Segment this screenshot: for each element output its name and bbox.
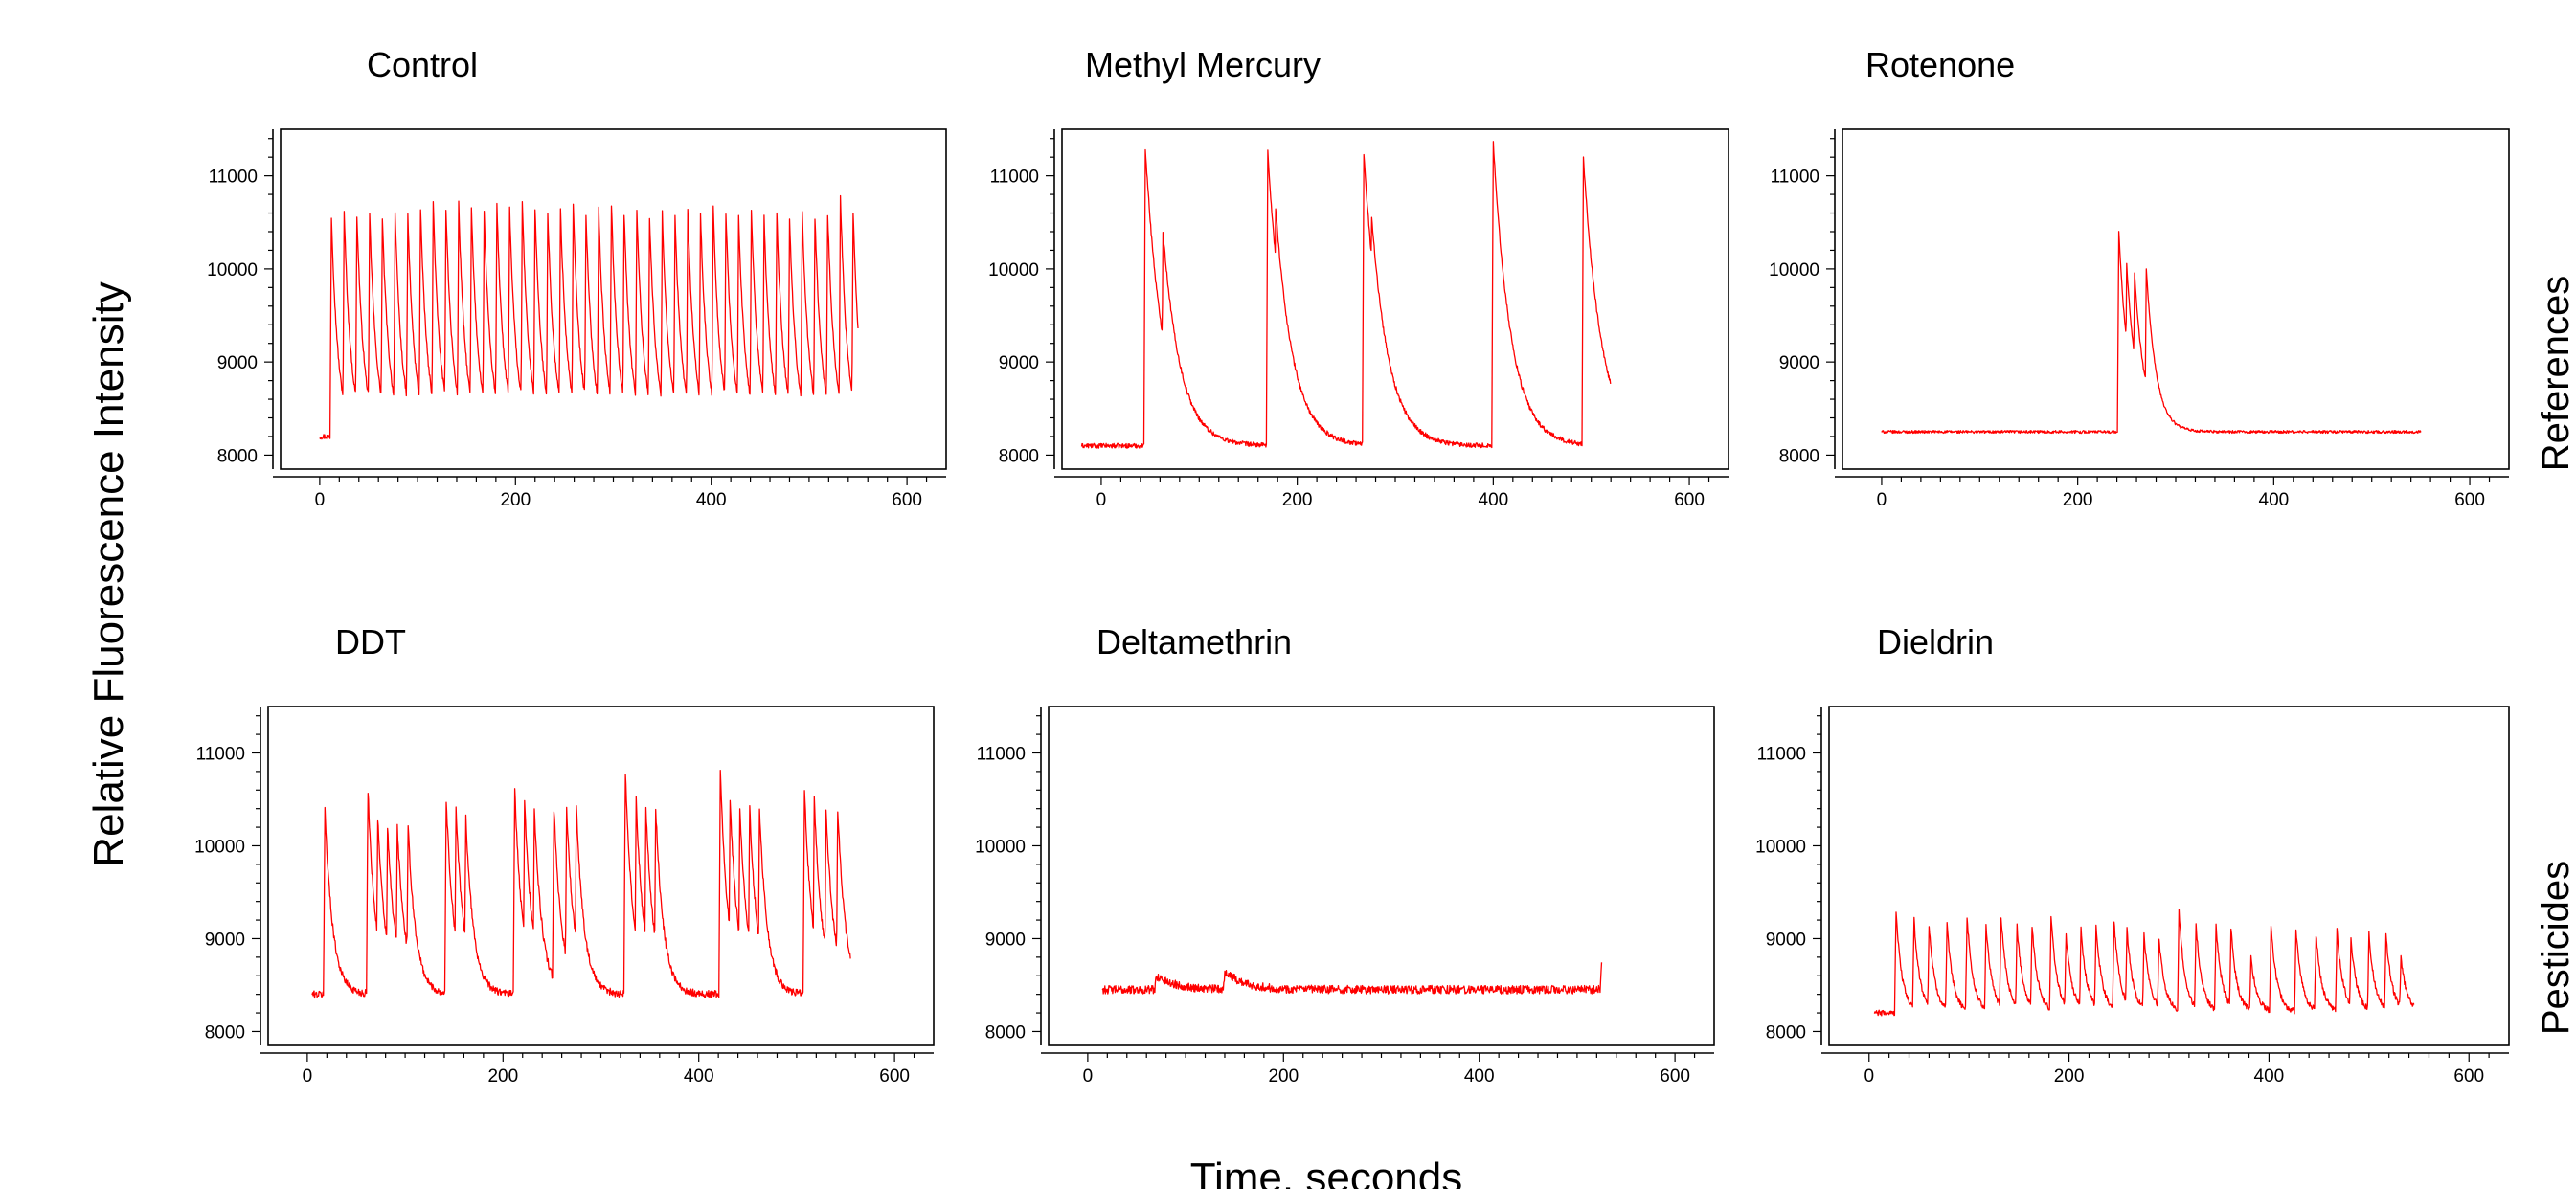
x-tick-label: 400 bbox=[1464, 1066, 1495, 1087]
y-axis-label: Relative Fluorescence Intensity bbox=[85, 281, 132, 866]
x-tick-label: 600 bbox=[1660, 1066, 1690, 1087]
y-tick-label: 9000 bbox=[1779, 353, 1819, 373]
y-tick-label: 11000 bbox=[977, 744, 1026, 764]
x-tick-label: 400 bbox=[684, 1066, 714, 1087]
y-tick-label: 10000 bbox=[988, 260, 1039, 280]
panel-title: Dieldrin bbox=[1877, 622, 1994, 662]
y-tick-label: 8000 bbox=[1766, 1022, 1806, 1043]
plot-frame bbox=[1828, 706, 2510, 1046]
plot-frame bbox=[1061, 128, 1729, 470]
chart-panel-deltamethrin: Deltamethrin 0 200 400 600 8000 9000 10000 11000 bbox=[975, 622, 1715, 1087]
series-line bbox=[1101, 962, 1603, 995]
panel-title: Deltamethrin bbox=[1096, 622, 1292, 662]
y-tick-label: 8000 bbox=[985, 1022, 1026, 1043]
x-tick-label: 400 bbox=[2254, 1066, 2285, 1087]
y-tick-label: 11000 bbox=[990, 168, 1039, 188]
plot-frame bbox=[1048, 706, 1715, 1046]
x-tick-label: 400 bbox=[1479, 490, 1509, 510]
y-tick-label: 9000 bbox=[205, 930, 245, 950]
y-tick-label: 11000 bbox=[1757, 744, 1806, 764]
y-tick-label: 9000 bbox=[985, 930, 1026, 950]
series-line bbox=[1873, 909, 2415, 1017]
chart-panel-rotenone: Rotenone 0 200 400 600 8000 9000 10000 11000 bbox=[1769, 45, 2510, 510]
x-tick-label: 600 bbox=[2453, 1066, 2484, 1087]
panel-title: Methyl Mercury bbox=[1085, 45, 1321, 84]
x-tick-label: 400 bbox=[2259, 490, 2290, 510]
y-tick-label: 9000 bbox=[999, 353, 1039, 373]
x-tick-label: 0 bbox=[303, 1066, 313, 1087]
y-tick-label: 11000 bbox=[196, 744, 245, 764]
plot-frame bbox=[280, 128, 947, 470]
chart-panel-dieldrin: Dieldrin 0 200 400 600 8000 9000 10000 11000 bbox=[1755, 622, 2510, 1087]
panel-title: DDT bbox=[335, 622, 406, 662]
x-tick-label: 0 bbox=[1096, 490, 1107, 510]
y-tick-label: 10000 bbox=[1755, 837, 1806, 857]
x-tick-label: 200 bbox=[500, 490, 531, 510]
chart-panel-ddt: DDT 0 200 400 600 8000 9000 10000 11000 bbox=[194, 622, 935, 1087]
x-tick-label: 200 bbox=[2063, 490, 2093, 510]
x-tick-label: 400 bbox=[696, 490, 727, 510]
y-tick-label: 8000 bbox=[205, 1022, 245, 1043]
plot-frame bbox=[267, 706, 935, 1046]
y-tick-label: 9000 bbox=[1766, 930, 1806, 950]
x-tick-label: 600 bbox=[2454, 490, 2485, 510]
series-line bbox=[311, 769, 851, 999]
panel-title: Control bbox=[367, 45, 478, 84]
y-tick-label: 11000 bbox=[209, 168, 258, 188]
x-tick-label: 200 bbox=[1268, 1066, 1299, 1087]
y-tick-label: 9000 bbox=[217, 353, 258, 373]
y-tick-label: 10000 bbox=[1769, 260, 1819, 280]
x-tick-label: 200 bbox=[1282, 490, 1313, 510]
y-tick-label: 11000 bbox=[1771, 168, 1819, 188]
row-label-pesticides: Pesticides bbox=[2535, 861, 2576, 1035]
x-tick-label: 0 bbox=[1083, 1066, 1094, 1087]
x-tick-label: 600 bbox=[879, 1066, 910, 1087]
x-tick-label: 600 bbox=[892, 490, 922, 510]
y-tick-label: 10000 bbox=[194, 837, 245, 857]
x-tick-label: 0 bbox=[1877, 490, 1887, 510]
plot-frame bbox=[1842, 128, 2510, 470]
x-tick-label: 0 bbox=[1864, 1066, 1874, 1087]
series-line bbox=[1881, 231, 2422, 435]
panel-title: Rotenone bbox=[1865, 45, 2015, 84]
x-tick-label: 0 bbox=[315, 490, 326, 510]
series-line bbox=[1080, 141, 1612, 449]
y-tick-label: 10000 bbox=[975, 837, 1026, 857]
chart-panel-control: Control 0 200 400 600 8000 9000 10000 11000 bbox=[207, 45, 947, 510]
y-tick-label: 10000 bbox=[207, 260, 258, 280]
x-axis-label: Time, seconds bbox=[1190, 1155, 1462, 1189]
row-label-references: References bbox=[2535, 276, 2576, 472]
series-line bbox=[319, 194, 859, 440]
y-tick-label: 8000 bbox=[999, 446, 1039, 466]
y-tick-label: 8000 bbox=[217, 446, 258, 466]
x-tick-label: 200 bbox=[487, 1066, 518, 1087]
x-tick-label: 200 bbox=[2054, 1066, 2085, 1087]
y-tick-label: 8000 bbox=[1779, 446, 1819, 466]
chart-panel-methyl-mercury: Methyl Mercury 0 200 400 600 8000 9000 10000 110… bbox=[988, 45, 1729, 510]
x-tick-label: 600 bbox=[1674, 490, 1705, 510]
